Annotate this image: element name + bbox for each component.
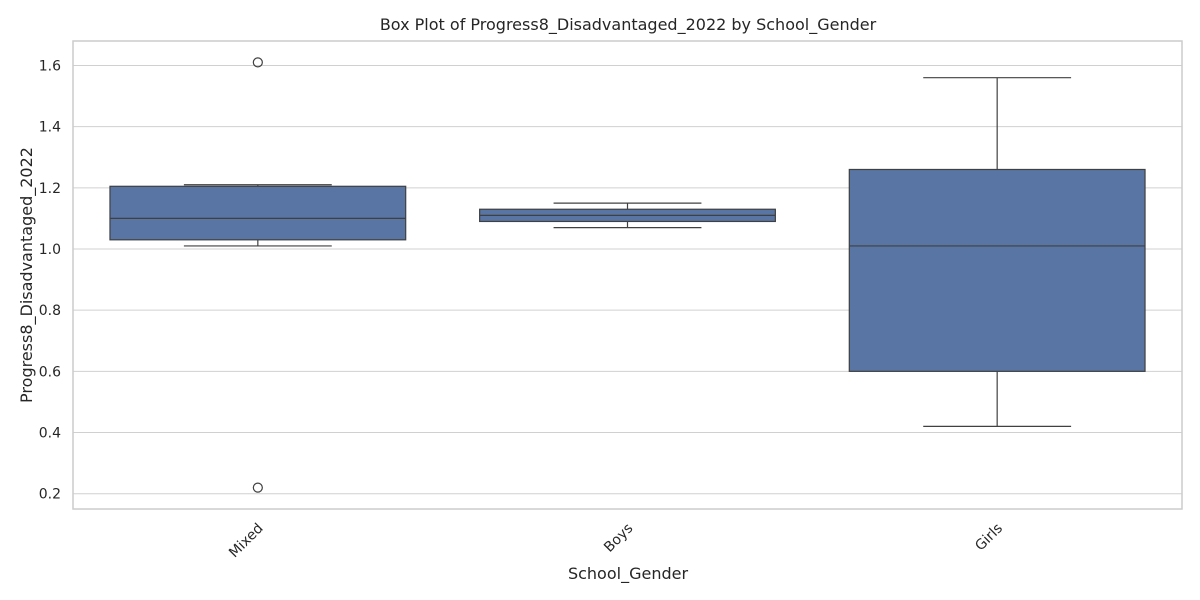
y-tick-labels: 0.2 0.4 0.6 0.8 1.0 1.2 1.4 1.6 (39, 58, 61, 502)
outlier-point (252, 57, 263, 68)
y-tick-label: 0.2 (39, 487, 61, 503)
box-layer (109, 57, 1146, 493)
x-tick-label: Boys (601, 521, 636, 556)
y-tick-label: 1.2 (39, 181, 61, 197)
y-axis-label: Progress8_Disadvantaged_2022 (17, 147, 37, 403)
plot-area-frame (72, 40, 1183, 510)
x-tick-label: Mixed (226, 521, 267, 562)
y-tick-label: 1.4 (39, 120, 61, 136)
box-iqr (848, 168, 1146, 372)
box-iqr (109, 185, 407, 241)
x-tick-label: Girls (972, 521, 1006, 555)
chart-title: Box Plot of Progress8_Disadvantaged_2022… (380, 15, 877, 35)
x-tick-labels: Mixed Boys Girls (226, 521, 1006, 562)
y-tick-label: 1.0 (39, 242, 61, 258)
y-tick-label: 0.6 (39, 364, 61, 380)
outlier-point (252, 482, 263, 493)
box-group-mixed (109, 57, 407, 493)
x-axis-label: School_Gender (568, 564, 689, 584)
box-group-boys (479, 202, 776, 229)
y-tick-label: 1.6 (39, 58, 61, 74)
y-tick-label: 0.8 (39, 303, 61, 319)
box-group-girls (848, 77, 1146, 428)
y-tick-label: 0.4 (39, 426, 61, 442)
